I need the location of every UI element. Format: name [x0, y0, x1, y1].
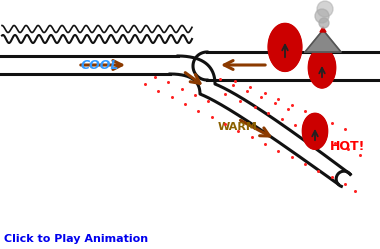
Polygon shape — [308, 48, 336, 88]
Text: COOL: COOL — [81, 59, 119, 71]
Polygon shape — [320, 27, 326, 32]
Polygon shape — [268, 23, 302, 71]
Polygon shape — [305, 30, 341, 52]
Text: Click to Play Animation: Click to Play Animation — [4, 234, 148, 244]
Polygon shape — [302, 113, 328, 149]
Text: HOT!: HOT! — [330, 139, 366, 152]
Circle shape — [317, 1, 333, 17]
Circle shape — [319, 18, 329, 28]
Text: WARM: WARM — [218, 122, 258, 132]
Circle shape — [315, 9, 329, 23]
